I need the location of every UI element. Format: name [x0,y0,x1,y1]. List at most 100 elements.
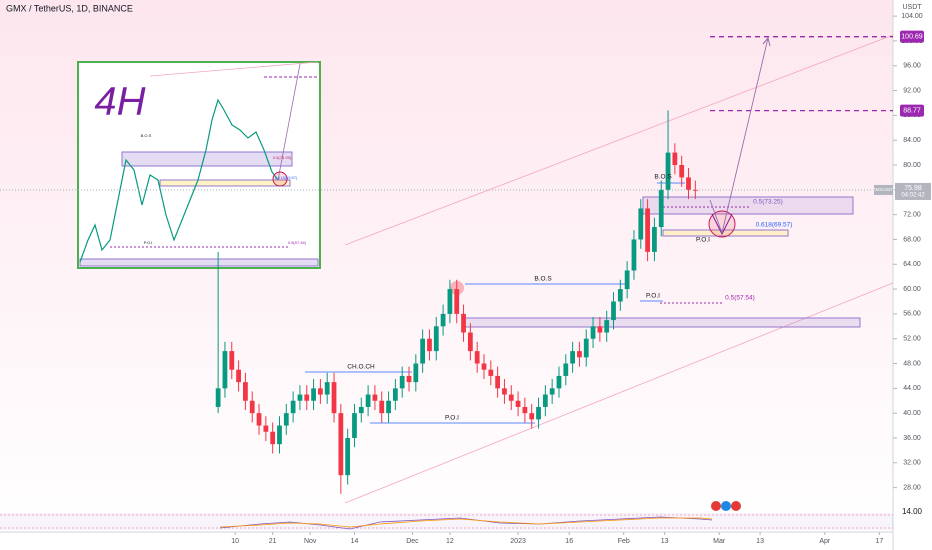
inset-sketch [79,98,279,263]
candle-body [338,413,344,476]
candle-body [392,388,398,401]
candle-body [549,388,555,395]
arrow-head [762,36,771,47]
candle-body [413,363,419,383]
price-level-badge [900,104,924,117]
candle-body [474,351,480,364]
inset-channel [149,61,319,77]
candle-body [604,320,610,333]
candle-body [311,388,316,401]
y-tick-label: 104.00 [901,13,923,20]
candle-body [502,388,507,395]
zone [642,196,854,215]
countdown-label: 04:02:42 [901,193,925,199]
symbol-label: GMXUSDT [872,187,895,192]
x-tick-label: Apr [819,538,831,545]
event-icon [731,501,741,511]
channel-lower [344,282,894,504]
inset-label: 4H [94,80,145,124]
y-tick-label: 92.00 [903,87,921,94]
annotation: 0.618(69.57) [756,222,793,229]
candle-body [399,375,405,389]
candle-body [454,289,460,314]
candle-body [283,413,289,426]
inset-arrow [277,63,301,181]
inset-zone [79,258,319,267]
highlight [708,210,736,238]
y-tick-label: 48.00 [903,360,921,367]
candle-body [270,431,276,445]
candle-body [331,382,337,414]
annotation: P.O.I [696,237,710,244]
y-tick-label: 44.00 [903,385,921,392]
candle-body [679,165,685,178]
candle-body [495,375,501,389]
candle-body [624,270,630,290]
y-tick-label: 52.00 [903,336,921,343]
inset-annotation: 0.618(69.57) [275,175,298,180]
candle-body [577,351,582,358]
projection-arrow [709,37,769,235]
x-tick-label: 12 [446,538,454,545]
x-tick-label: 21 [269,538,277,545]
x-tick-label: 14 [351,538,359,545]
inset-annotation: P.O.I [144,240,153,245]
candle-body [529,413,535,420]
zone [462,317,861,328]
candle-body [611,301,616,321]
candle-body [243,382,248,401]
x-tick-label: Mar [713,538,726,545]
candle-body [229,351,235,370]
event-icon [711,501,721,511]
y-tick-label: 72.00 [903,211,921,218]
price-level-label: 88.77 [903,107,921,114]
candle-body [665,152,671,190]
candle-body [461,313,466,333]
y-tick-label: 96.00 [903,63,921,70]
candle-body [304,394,310,401]
candle-body [672,152,678,166]
candle-body [222,351,228,389]
x-tick-label: Feb [618,538,630,545]
candle-body [638,208,644,240]
candle-body [590,326,596,339]
candle-body [318,388,323,395]
x-tick-label: 2023 [510,538,526,545]
candle-body [447,289,453,314]
candle-body [556,375,562,389]
chart-title: GMX / TetherUS, 1D, BINANCE [6,3,133,13]
candle-body [645,208,650,252]
candle-body [522,406,528,414]
candle-body [542,394,548,407]
y-tick-label: 40.00 [903,410,921,417]
event-icons [711,501,741,511]
rsi-band [0,513,893,530]
candle-body [488,369,494,376]
x-tick-label: 13 [661,538,669,545]
candle-body [692,189,698,191]
candle-body [263,425,269,432]
inset-zone [159,179,291,187]
candle-body [658,189,664,228]
candle-body [563,363,569,376]
candle-body [508,394,514,401]
candle-body [236,369,241,383]
inset-annotation: B.O.S [141,133,152,138]
candle-body [358,406,364,414]
candle-body [686,177,691,190]
y-tick-label: 32.00 [903,460,921,467]
candle-body [406,375,412,383]
last-price-label: 75.98 [904,185,922,192]
symbol-badge [874,184,893,195]
candle-body [427,338,432,352]
candle-body [440,313,446,327]
y-tick-label: 28.00 [903,484,921,491]
candle-body [597,326,603,333]
candle-body [583,338,589,358]
candle-body [386,400,391,414]
candle-body [297,394,303,401]
inset-annotation: 0.5(73.25) [273,155,292,160]
x-tick-label: 13 [756,538,764,545]
annotation: P.O.I [646,293,660,300]
